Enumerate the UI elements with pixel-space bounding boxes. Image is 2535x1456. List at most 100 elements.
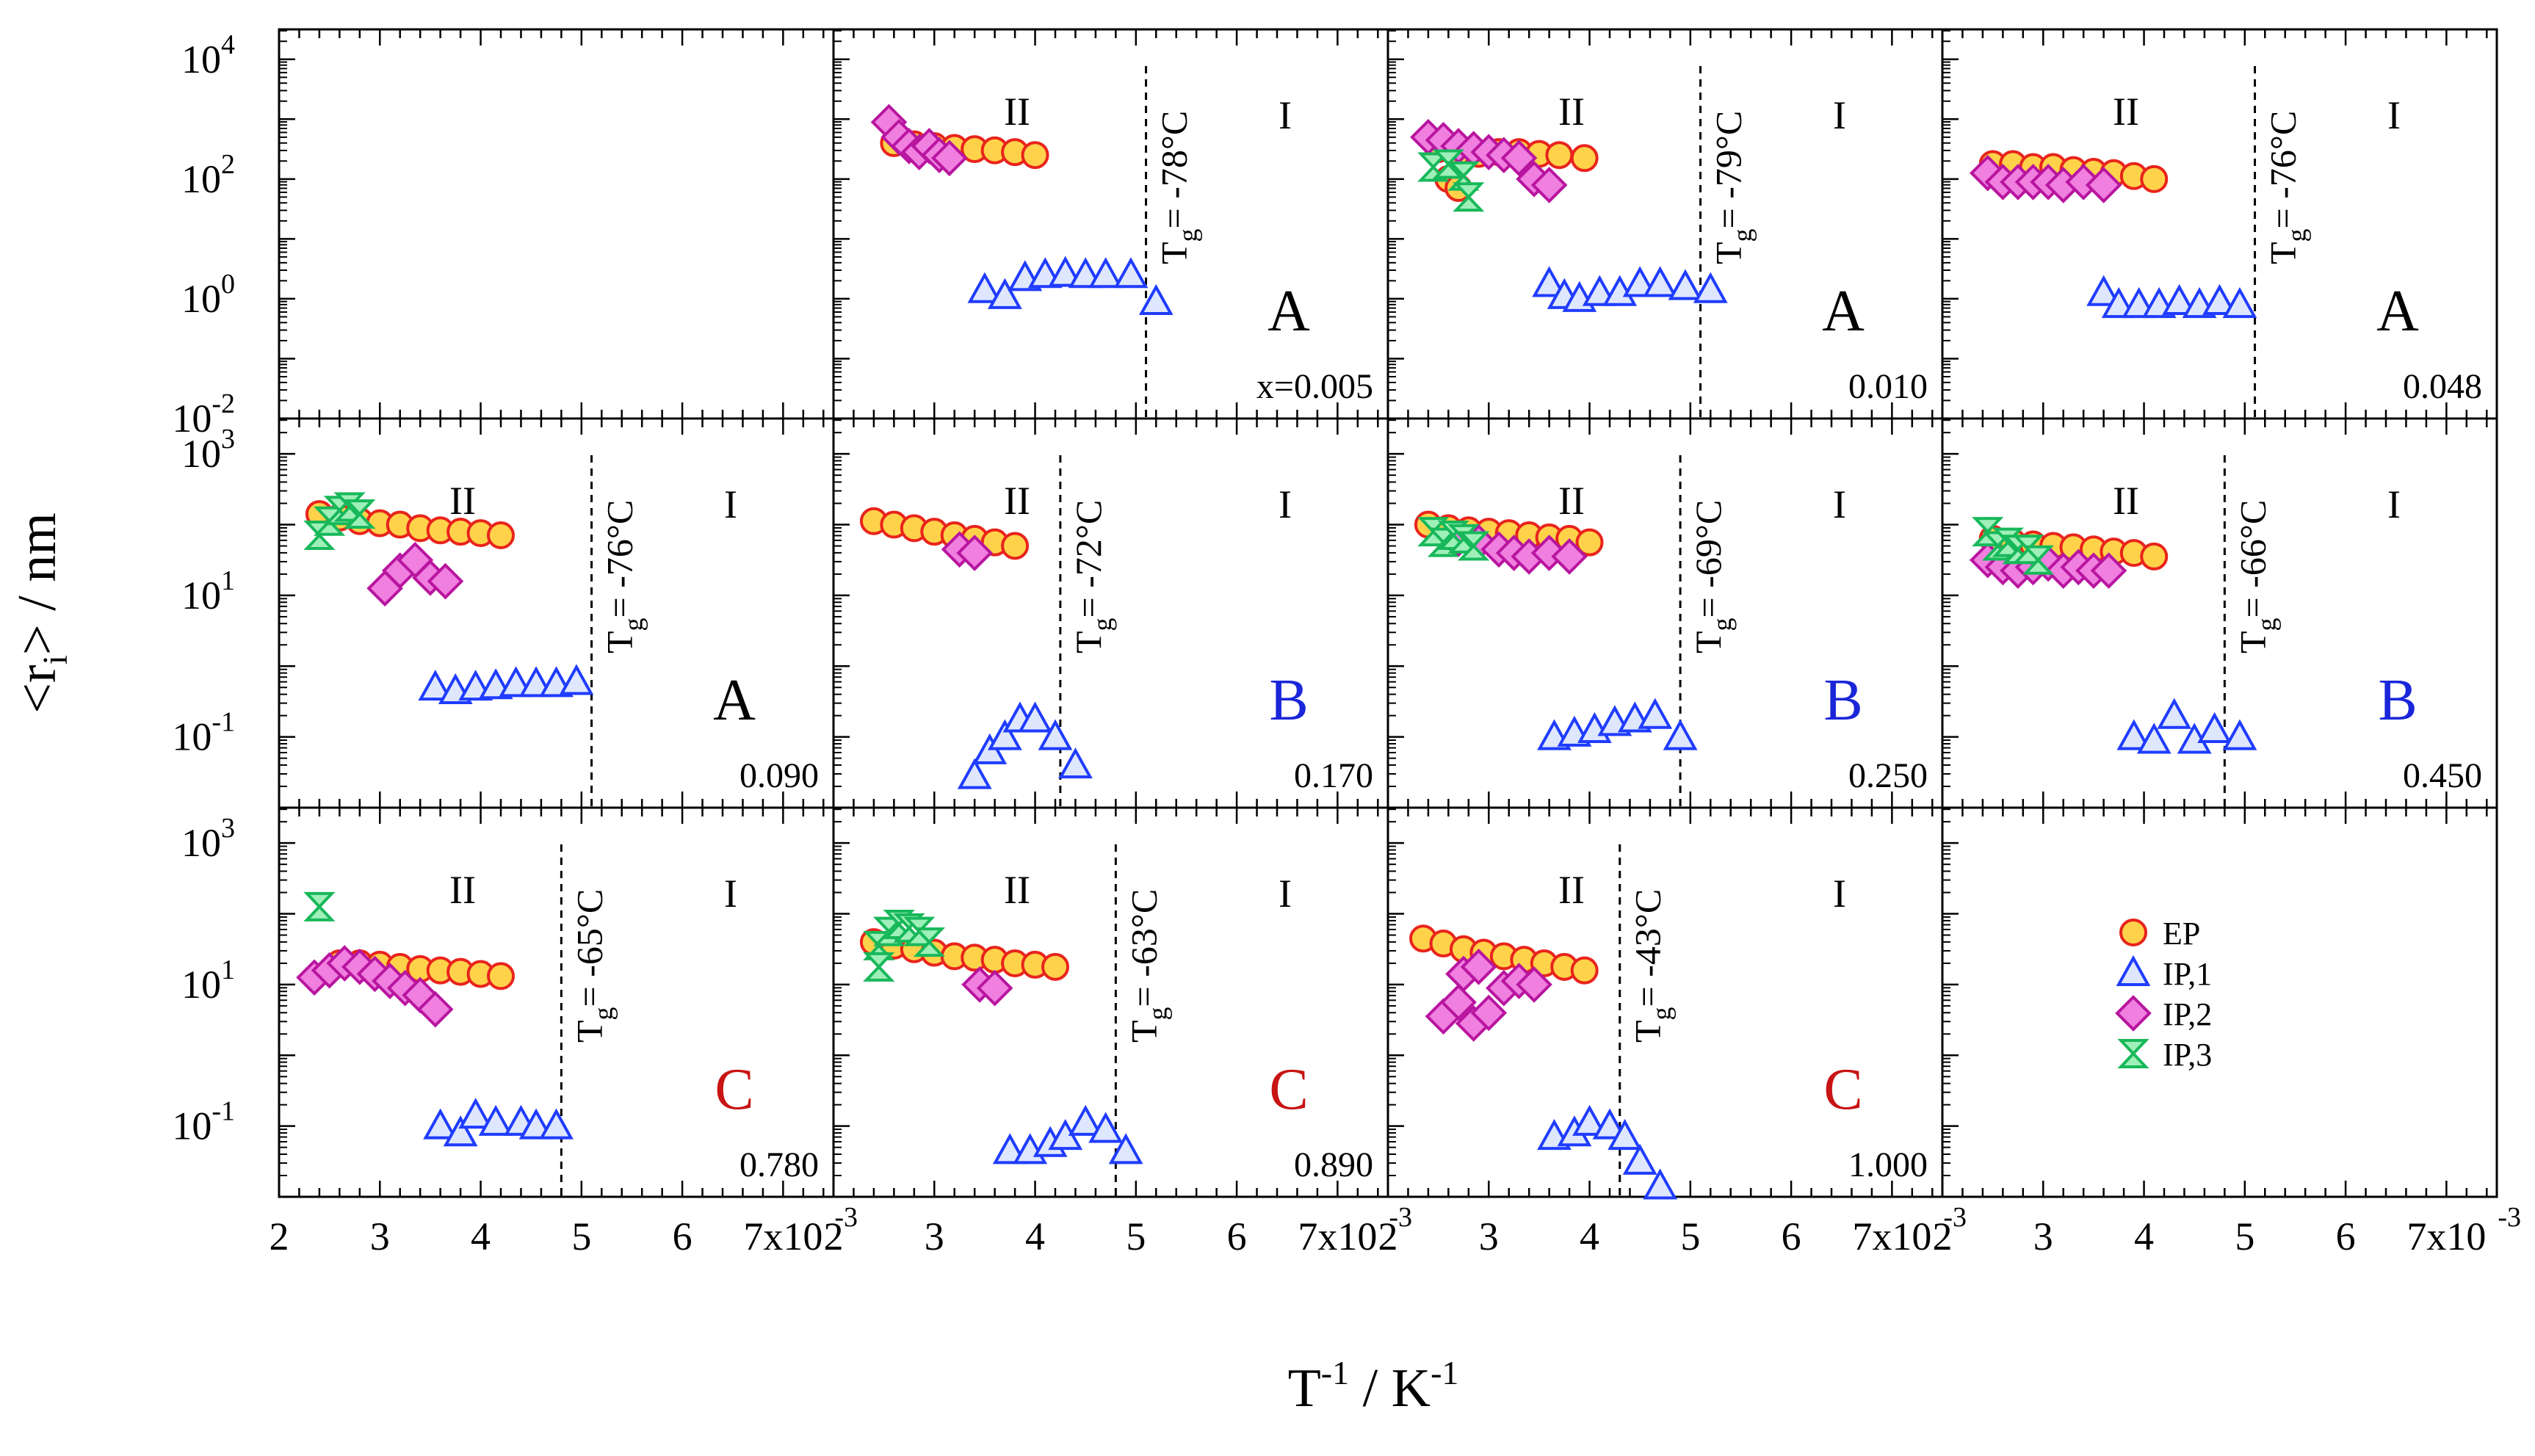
panel-frame	[1386, 28, 1944, 420]
region-label-II: II	[1558, 868, 1585, 912]
y-ticks	[1942, 419, 1959, 809]
point-ip1	[1592, 1108, 1627, 1140]
point-ip1	[1048, 256, 1083, 287]
point-ip2	[931, 140, 968, 177]
panel-frame	[1941, 806, 2498, 1198]
phase-label: A	[713, 668, 756, 733]
point-ip2	[1551, 538, 1588, 575]
point-ip3	[303, 891, 336, 921]
y-ticks	[833, 808, 850, 1198]
x-tick-label: 5	[1126, 1214, 1146, 1258]
point-ip1	[539, 1108, 574, 1140]
point-ip1	[1138, 283, 1174, 315]
x-tick-label: 7x10	[743, 1214, 822, 1258]
x-tick-label: 7x10	[1298, 1214, 1377, 1258]
phase-label: C	[715, 1057, 753, 1122]
panel-r2-c2: 2 3 4 5 6 7x10 -3Tg= -43°CII IC1.000	[1378, 806, 1967, 1258]
region-label-II: II	[1004, 90, 1030, 134]
region-label-I: I	[1279, 872, 1292, 916]
point-ip1	[2222, 719, 2257, 750]
region-label-II: II	[2113, 479, 2139, 523]
x-exponent-label: -3	[2498, 1202, 2521, 1233]
phase-label: A	[1822, 279, 1865, 344]
y-ticks	[279, 808, 295, 1198]
legend-marker-ep	[2119, 919, 2147, 946]
y-tick-label: 102	[181, 149, 235, 201]
x-tick-label: 2	[824, 1214, 844, 1258]
y-tick-label: 103	[181, 424, 235, 476]
composition-label: 0.170	[1294, 756, 1373, 795]
x-tick-label: 2	[270, 1214, 289, 1258]
x-tick-label: 5	[2235, 1214, 2254, 1258]
x-tick-label: 6	[673, 1214, 692, 1258]
point-ip1	[2162, 283, 2196, 315]
point-ip1	[1668, 269, 1703, 300]
x-tick-label: 5	[571, 1214, 591, 1258]
point-ip1	[559, 664, 594, 695]
panel-frame	[278, 417, 835, 809]
x-tick-label: 4	[1580, 1214, 1599, 1258]
point-ip1	[499, 666, 533, 698]
x-tick-label: 5	[1680, 1214, 1700, 1258]
point-ip2	[1440, 984, 1477, 1021]
point-ip3	[1432, 149, 1465, 179]
point-ip1	[2202, 283, 2237, 315]
x-tick-label: 3	[370, 1214, 390, 1258]
y-tick-label: 104	[181, 29, 235, 82]
tg-label: Tg= -76°C	[599, 500, 648, 653]
point-ip1	[1088, 1112, 1124, 1143]
point-ip1	[423, 1108, 458, 1140]
region-label-II: II	[449, 479, 476, 523]
region-label-I: I	[724, 872, 737, 916]
x-tick-label: 4	[1025, 1214, 1045, 1258]
panel-r1-c3: Tg= -66°CII IB0.450	[1941, 417, 2498, 809]
y-ticks	[833, 29, 850, 420]
point-ip1	[1532, 266, 1567, 297]
point-ip1	[1038, 719, 1073, 750]
point-ip2	[2090, 552, 2127, 590]
y-ticks	[279, 419, 295, 809]
point-ep	[1570, 144, 1599, 173]
x-ticks	[832, 419, 1379, 808]
point-ip1	[1572, 1104, 1607, 1136]
x-axis-label: T-1 / K-1	[1288, 1354, 1459, 1419]
point-ip1	[1643, 266, 1678, 297]
panel-r0-c2: Tg= -79°CII IA0.010	[1386, 28, 1944, 420]
point-ep	[487, 521, 515, 549]
composition-label: 0.010	[1848, 367, 1928, 406]
composition-label: 0.890	[1294, 1145, 1373, 1184]
x-tick-label: 2	[1933, 1214, 1953, 1258]
y-tick-label: 10-1	[172, 1096, 235, 1148]
point-ip3	[913, 927, 946, 957]
point-ip3	[863, 952, 895, 982]
point-ip1	[478, 1104, 513, 1136]
y-tick-label: 100	[181, 269, 235, 321]
point-ip1	[1058, 747, 1093, 779]
point-ip2	[1516, 966, 1552, 1003]
x-tick-label: 6	[1227, 1214, 1247, 1258]
point-ip2	[2085, 167, 2122, 203]
region-label-II: II	[1558, 90, 1585, 134]
x-exponent-label: -3	[1943, 1202, 1967, 1233]
x-ticks	[1941, 29, 2488, 419]
point-ip1	[1088, 257, 1124, 289]
y-ticks	[833, 419, 850, 809]
y-tick-label: 101	[181, 955, 235, 1007]
tg-label: Tg= -69°C	[1688, 500, 1737, 653]
legend-label-ip2: IP,2	[2163, 996, 2212, 1032]
tg-label: Tg= -66°C	[2232, 500, 2281, 653]
x-ticks	[278, 808, 825, 1197]
panel-r1-c1: Tg= -72°CII IB0.170	[832, 417, 1389, 809]
x-ticks	[1386, 808, 1934, 1197]
y-tick-label: 10-1	[172, 707, 235, 759]
panel-r2-c3: 2 3 4 5 6 7x10 -3 EP IP,1 IP,2 IP,3	[1933, 806, 2521, 1258]
tg-label: Tg= -65°C	[568, 889, 618, 1043]
legend-label-ip3: IP,3	[2163, 1037, 2212, 1073]
point-ip2	[427, 562, 464, 600]
point-ip3	[1453, 182, 1485, 212]
legend-label-ep: EP	[2163, 916, 2200, 952]
